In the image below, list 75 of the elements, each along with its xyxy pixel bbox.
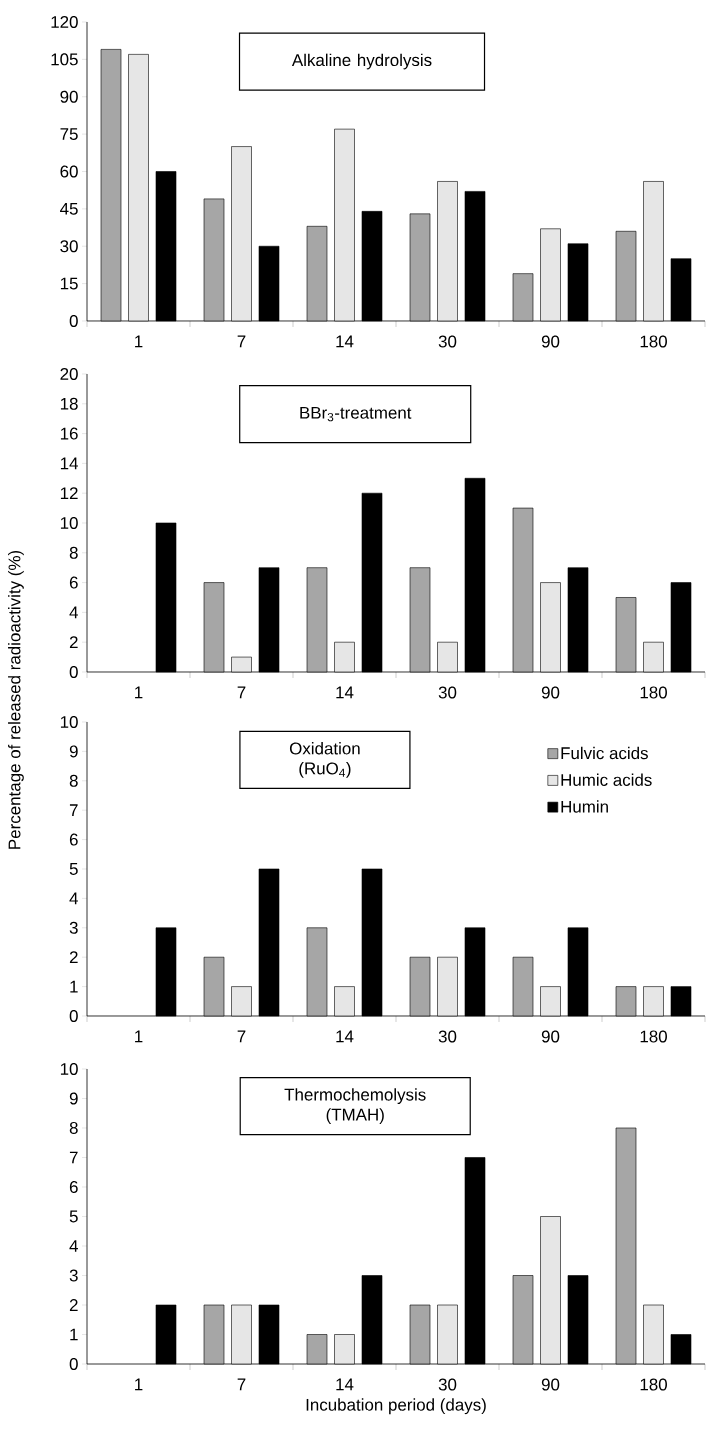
x-tick-label: 14 <box>336 1030 354 1043</box>
x-tick-label: 7 <box>237 335 246 348</box>
x-tick-label: 1 <box>135 335 143 348</box>
y-tick-label: 0 <box>69 1010 78 1022</box>
y-tick-label: 9 <box>69 1092 78 1105</box>
y-tick-label: 0 <box>69 314 78 327</box>
y-tick-label: 8 <box>69 1122 78 1134</box>
y-tick-label: 10 <box>60 516 78 529</box>
x-tick-label: 180 <box>640 1378 667 1391</box>
y-tick-label: 12 <box>60 487 78 500</box>
y-tick-label: 75 <box>60 128 78 141</box>
x-tick-label: 180 <box>640 335 667 348</box>
x-tick-label: 90 <box>541 686 560 699</box>
y-tick-label: 10 <box>60 715 78 728</box>
y-tick-label: 0 <box>69 665 78 678</box>
y-tick-label: 3 <box>69 1269 78 1282</box>
y-tick-label: 60 <box>60 165 78 178</box>
chart-title: BBr$_{3}$-treatment <box>300 406 412 422</box>
x-tick-label: 90 <box>541 335 560 348</box>
x-tick-label: 1 <box>135 686 143 699</box>
y-tick-label: 15 <box>60 277 78 290</box>
chart-title: Oxidation (RuO$_{4}$) <box>289 742 360 778</box>
x-tick-label: 7 <box>237 1030 246 1043</box>
x-tick-label: 7 <box>237 1378 246 1391</box>
y-tick-label: 18 <box>60 397 78 410</box>
x-tick-label: 30 <box>438 335 457 348</box>
x-tick-label: 30 <box>438 686 457 699</box>
y-tick-label: 4 <box>69 1240 78 1252</box>
x-tick-label: 1 <box>135 1030 143 1043</box>
x-tick-label: 180 <box>640 686 667 699</box>
y-tick-label: 6 <box>69 576 78 589</box>
y-tick-label: 4 <box>69 892 78 905</box>
y-tick-label: 6 <box>69 833 78 846</box>
x-tick-label: 180 <box>640 1030 667 1043</box>
x-tick-label: 1 <box>135 1378 143 1391</box>
y-tick-label: 6 <box>69 1181 78 1193</box>
y-axis-title: Percentage of released radioactivity (%) <box>8 550 24 849</box>
y-tick-label: 5 <box>69 863 78 875</box>
y-tick-label: 5 <box>69 1210 78 1223</box>
x-tick-label: 14 <box>336 686 354 699</box>
x-axis-title: Incubation period (days) <box>306 1398 486 1415</box>
legend-label: Humic acids <box>561 773 652 786</box>
legend-label: Humin <box>561 800 608 813</box>
x-tick-label: 30 <box>438 1030 457 1043</box>
legend-label: Fulvic acids <box>561 746 648 760</box>
y-tick-label: 7 <box>69 1151 78 1164</box>
chart-title: Alkaline hydrolysis <box>291 53 432 70</box>
x-tick-label: 14 <box>336 1378 354 1391</box>
x-tick-label: 30 <box>438 1378 457 1391</box>
x-tick-label: 14 <box>336 335 354 348</box>
y-tick-label: 7 <box>69 804 78 817</box>
y-tick-label: 4 <box>69 606 78 619</box>
y-tick-label: 20 <box>60 367 78 380</box>
y-tick-label: 90 <box>60 90 78 103</box>
x-tick-label: 90 <box>541 1030 560 1043</box>
x-tick-label: 90 <box>541 1378 560 1391</box>
y-tick-label: 120 <box>51 15 78 28</box>
y-tick-label: 2 <box>69 1299 78 1311</box>
y-tick-label: 30 <box>60 240 78 253</box>
y-tick-label: 16 <box>60 427 78 440</box>
y-tick-label: 1 <box>70 980 78 993</box>
y-tick-label: 2 <box>69 636 78 649</box>
y-tick-label: 45 <box>60 202 78 215</box>
y-tick-label: 1 <box>70 1328 78 1341</box>
y-tick-label: 9 <box>69 745 78 758</box>
y-tick-label: 14 <box>60 457 78 470</box>
y-tick-label: 8 <box>69 774 78 787</box>
x-tick-label: 7 <box>237 686 246 699</box>
y-tick-label: 2 <box>69 951 78 964</box>
y-tick-label: 0 <box>69 1358 78 1370</box>
y-tick-label: 10 <box>60 1063 78 1075</box>
y-tick-label: 105 <box>51 53 78 66</box>
y-tick-label: 3 <box>69 921 78 934</box>
chart-title: Thermochemolysis (TMAH) <box>284 1088 426 1124</box>
y-tick-label: 8 <box>69 546 78 559</box>
